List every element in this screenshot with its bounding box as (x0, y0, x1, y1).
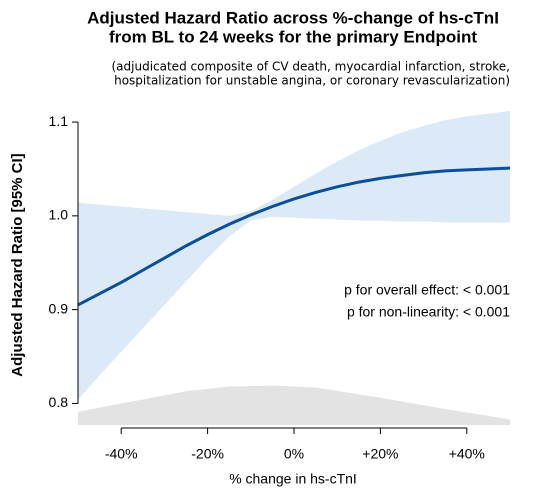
chart-title: from BL to 24 weeks for the primary Endp… (109, 27, 477, 46)
x-tick-label: +40% (449, 446, 485, 462)
x-tick-label: +20% (362, 446, 398, 462)
y-tick-label: 1.0 (49, 207, 69, 223)
subtitle: hospitalization for unstable angina, or … (114, 74, 510, 88)
y-tick-label: 1.1 (49, 113, 69, 129)
chart-title: Adjusted Hazard Ratio across %-change of… (87, 8, 499, 27)
confidence-band (78, 110, 510, 400)
x-tick-label: -20% (191, 446, 224, 462)
subtitle: (adjudicated composite of CV death, myoc… (111, 60, 510, 74)
annotation: p for overall effect: < 0.001 (344, 282, 510, 298)
density-area (78, 385, 510, 425)
y-tick-label: 0.8 (49, 394, 69, 410)
x-tick-label: -40% (105, 446, 138, 462)
line (77, 166, 511, 307)
y-axis-label: Adjusted Hazard Ratio [95% CI] (9, 153, 26, 376)
x-tick-label: 0% (284, 446, 304, 462)
annotation: p for non-linearity: < 0.001 (347, 304, 510, 320)
x-axis-label: % change in hs-cTnI (229, 471, 357, 487)
y-tick-label: 0.9 (49, 300, 69, 316)
